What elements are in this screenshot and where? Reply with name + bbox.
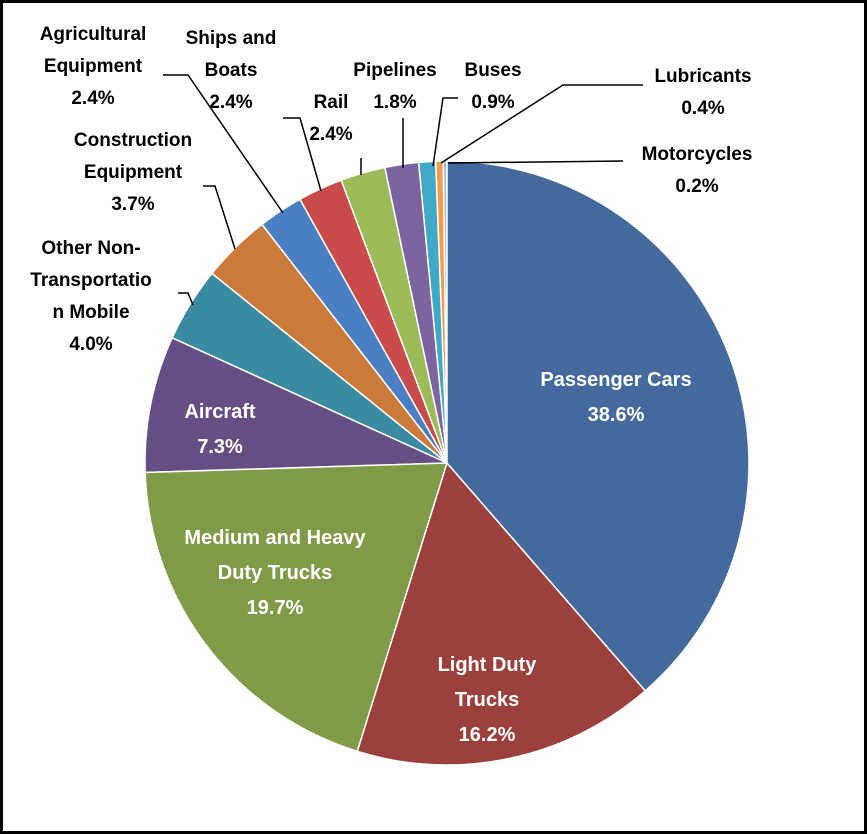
category-label: Buses xyxy=(464,60,522,81)
slice-label: Rail 2.4% xyxy=(303,87,359,151)
value-label: 2.4% xyxy=(309,124,353,145)
slice-label: Ships and Boats 2.4% xyxy=(176,23,286,119)
slice-label: Pipelines 1.8% xyxy=(335,55,455,119)
category-label: Lubricants xyxy=(654,66,752,87)
category-label: Pipelines xyxy=(353,60,437,81)
slice-label: Construction Equipment 3.7% xyxy=(48,125,218,221)
leader-line xyxy=(283,117,322,192)
category-label: Other Non-Transportation Mobile xyxy=(30,238,152,323)
pie-slice xyxy=(144,336,448,474)
slice-label: Aircraft 7.3% xyxy=(160,395,280,465)
category-label: Agricultural Equipment xyxy=(39,24,147,77)
category-label: Passenger Cars xyxy=(540,369,692,391)
slice-label: Buses 0.9% xyxy=(453,55,533,119)
leader-line xyxy=(203,185,236,250)
value-label: 1.8% xyxy=(373,92,417,113)
category-label: Ships and Boats xyxy=(185,28,277,81)
value-label: 3.7% xyxy=(111,194,155,215)
value-label: 0.2% xyxy=(675,176,719,197)
leader-lines xyxy=(163,74,643,306)
value-label: 38.6% xyxy=(587,404,645,426)
value-label: 4.0% xyxy=(69,334,113,355)
pie-slice xyxy=(356,461,647,766)
pie-slice xyxy=(446,160,750,692)
leader-line xyxy=(163,74,284,214)
category-label: Construction Equipment xyxy=(73,130,193,183)
category-label: Medium and Heavy Duty Trucks xyxy=(184,527,366,584)
pie-slice xyxy=(144,462,449,753)
value-label: 19.7% xyxy=(246,597,304,619)
category-label: Motorcycles xyxy=(641,144,753,165)
value-label: 16.2% xyxy=(458,724,516,746)
value-label: 0.9% xyxy=(471,92,515,113)
slice-label: Other Non-Transportation Mobile 4.0% xyxy=(27,233,155,361)
value-label: 7.3% xyxy=(197,436,243,458)
category-label: Light Duty Trucks xyxy=(437,654,537,711)
slice-label: Light Duty Trucks 16.2% xyxy=(412,648,562,753)
leader-line xyxy=(432,97,458,167)
pie-area xyxy=(144,74,750,766)
slice-label: Medium and Heavy Duty Trucks 19.7% xyxy=(180,521,370,626)
category-label: Rail xyxy=(313,92,349,113)
value-label: 2.4% xyxy=(209,92,253,113)
leader-line xyxy=(440,84,643,164)
slice-label: Agricultural Equipment 2.4% xyxy=(18,19,168,115)
slice-label: Motorcycles 0.2% xyxy=(617,139,777,203)
leader-line xyxy=(178,292,194,306)
slice-label: Passenger Cars 38.6% xyxy=(531,363,701,433)
slice-label: Lubricants 0.4% xyxy=(643,61,763,125)
value-label: 0.4% xyxy=(681,98,725,119)
value-label: 2.4% xyxy=(71,88,115,109)
category-label: Aircraft xyxy=(184,401,256,423)
leader-line xyxy=(447,160,624,164)
